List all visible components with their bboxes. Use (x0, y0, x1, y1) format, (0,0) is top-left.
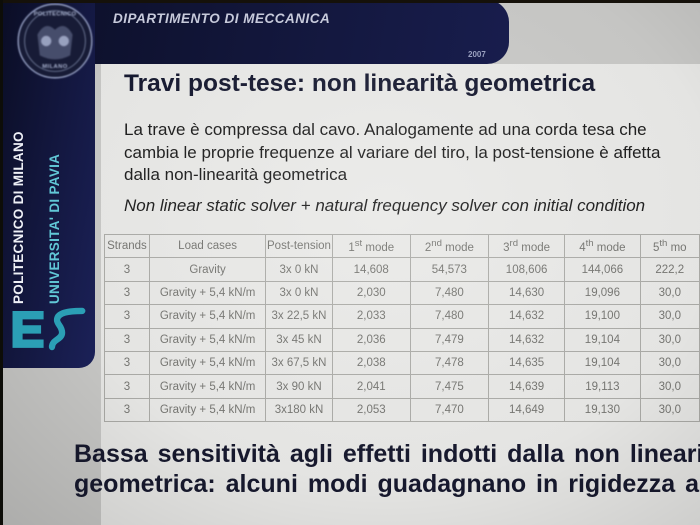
svg-text:MILANO: MILANO (42, 64, 67, 70)
svg-text:POLITECNICO: POLITECNICO (34, 11, 77, 17)
